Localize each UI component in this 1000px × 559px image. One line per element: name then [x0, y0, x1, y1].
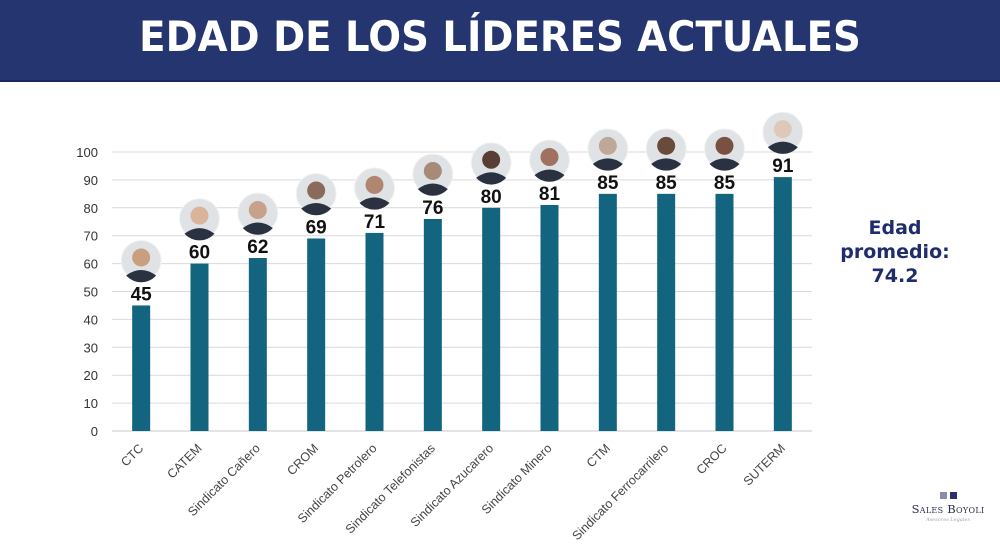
leader-photo-suit — [242, 222, 273, 235]
leader-photo-suit — [767, 141, 798, 154]
y-tick-label: 40 — [84, 312, 98, 327]
leader-photo-suit — [417, 183, 448, 196]
bar — [190, 263, 209, 431]
leader-photo-face — [423, 161, 442, 180]
data-label: 81 — [539, 184, 561, 205]
leader-photo-face — [132, 248, 151, 267]
data-label: 85 — [597, 173, 619, 194]
logo-name: Sales Boyoli — [911, 502, 985, 516]
bar-chart: 0 10 20 30 40 50 60 70 80 90 100 45 CTC 60 CATEM 62 Sind… — [76, 111, 812, 543]
x-tick-label: CATEM — [164, 441, 204, 481]
leader-photo-suit — [592, 158, 623, 171]
y-tick-label: 80 — [84, 201, 98, 216]
x-tick-label: Sindicato Ferrocarrilero — [570, 441, 672, 543]
y-tick-label: 60 — [84, 257, 98, 272]
leader-photo-suit — [184, 228, 215, 241]
y-tick-label: 50 — [84, 285, 98, 300]
data-label: 85 — [656, 173, 678, 194]
bar — [365, 232, 384, 431]
x-tick-label: CTC — [118, 441, 146, 469]
leader-photo-face — [657, 136, 676, 155]
data-label: 80 — [481, 187, 502, 208]
y-tick-label: 30 — [84, 340, 98, 355]
x-tick-label: SUTERM — [741, 441, 788, 488]
y-tick-label: 10 — [84, 396, 98, 411]
data-label: 71 — [364, 212, 386, 233]
data-label: 91 — [772, 156, 794, 177]
leader-photo-suit — [301, 202, 332, 216]
y-tick-label: 20 — [84, 368, 98, 383]
leader-photo-suit — [709, 158, 740, 171]
leader-photo-face — [540, 148, 559, 167]
leader-photo-suit — [359, 197, 390, 210]
data-label: 76 — [422, 198, 443, 219]
leader-photo-suit — [534, 169, 565, 182]
data-label: 60 — [189, 243, 210, 264]
leader-photo-face — [365, 175, 384, 194]
title-banner: EDAD DE LOS LÍDERES ACTUALES — [0, 0, 1000, 82]
leader-photo-suit — [476, 172, 507, 185]
average-age-panel: Edad promedio: 74.2 — [840, 216, 950, 288]
leader-photo-face — [307, 181, 326, 200]
bar — [132, 305, 151, 431]
data-label: 69 — [306, 217, 327, 238]
data-label: 45 — [131, 284, 153, 305]
y-tick-label: 90 — [84, 173, 98, 188]
y-tick-label: 70 — [84, 229, 98, 244]
x-tick-label: CROC — [694, 441, 730, 477]
page-title: EDAD DE LOS LÍDERES ACTUALES — [139, 12, 861, 61]
bar — [598, 193, 617, 431]
x-tick-label: CTM — [584, 441, 613, 470]
leader-photo-suit — [126, 269, 157, 283]
bar — [773, 177, 792, 431]
logo-subtitle: Asesores Legales — [926, 517, 970, 523]
logo-squares-icon — [898, 492, 998, 499]
bar — [423, 218, 442, 431]
bar — [540, 205, 559, 431]
average-value: 74.2 — [871, 265, 919, 287]
company-logo: Sales Boyoli Asesores Legales — [898, 492, 998, 523]
bar — [657, 193, 676, 431]
leader-photo-face — [190, 206, 209, 225]
leader-photo-face — [598, 136, 617, 155]
average-label-line1: Edad — [868, 217, 922, 239]
data-label: 62 — [247, 237, 268, 258]
y-tick-label: 0 — [91, 424, 98, 439]
leader-photo-face — [773, 120, 792, 139]
leader-photo-face — [715, 136, 734, 155]
bar — [248, 258, 267, 431]
x-tick-label: CROM — [284, 441, 321, 478]
leader-photo-suit — [651, 158, 682, 171]
bar — [482, 207, 501, 431]
bar — [715, 193, 734, 431]
average-label-line2: promedio: — [840, 241, 950, 263]
bar — [307, 238, 326, 431]
y-tick-label: 100 — [76, 145, 98, 160]
data-label: 85 — [714, 173, 736, 194]
leader-photo-face — [248, 201, 267, 220]
leader-photo-face — [482, 150, 501, 169]
